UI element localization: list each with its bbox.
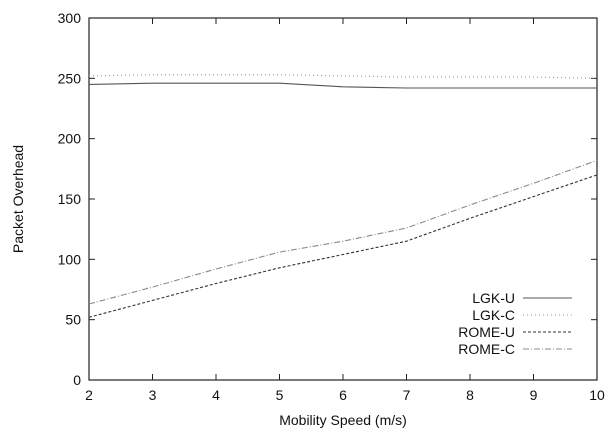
x-tick-label: 8 bbox=[466, 387, 474, 403]
x-tick-label: 2 bbox=[85, 387, 93, 403]
y-axis-label: Packet Overhead bbox=[10, 145, 26, 253]
series-line-lgk-u bbox=[88, 82, 597, 89]
y-tick-label: 150 bbox=[58, 191, 82, 207]
y-tick-label: 200 bbox=[58, 131, 82, 147]
x-tick-label: 3 bbox=[149, 387, 157, 403]
series-line-lgk-c bbox=[88, 74, 598, 79]
series-lines bbox=[88, 74, 598, 318]
legend-label: ROME-C bbox=[458, 341, 515, 357]
plot-area-frame bbox=[88, 17, 598, 381]
legend-label: LGK-U bbox=[472, 290, 515, 306]
y-tick-label: 0 bbox=[73, 372, 81, 388]
y-tick-label: 300 bbox=[58, 10, 82, 26]
legend-label: ROME-U bbox=[458, 324, 515, 340]
x-tick-label: 7 bbox=[403, 387, 411, 403]
y-tick-label: 100 bbox=[58, 251, 82, 267]
axis-ticks: 0 50 100 150 200 250 300 2 3 4 5 6 7 8 9 10 bbox=[58, 10, 605, 403]
y-tick-label: 50 bbox=[65, 312, 81, 328]
x-tick-label: 6 bbox=[339, 387, 347, 403]
legend-label: LGK-C bbox=[472, 307, 515, 323]
series-line-rome-u bbox=[88, 174, 598, 318]
x-tick-label: 10 bbox=[589, 387, 605, 403]
y-tick-label: 250 bbox=[58, 70, 82, 86]
x-tick-label: 9 bbox=[530, 387, 538, 403]
x-axis-label: Mobility Speed (m/s) bbox=[279, 412, 407, 428]
x-tick-label: 4 bbox=[212, 387, 220, 403]
x-tick-label: 5 bbox=[276, 387, 284, 403]
series-line-rome-c bbox=[88, 159, 598, 305]
